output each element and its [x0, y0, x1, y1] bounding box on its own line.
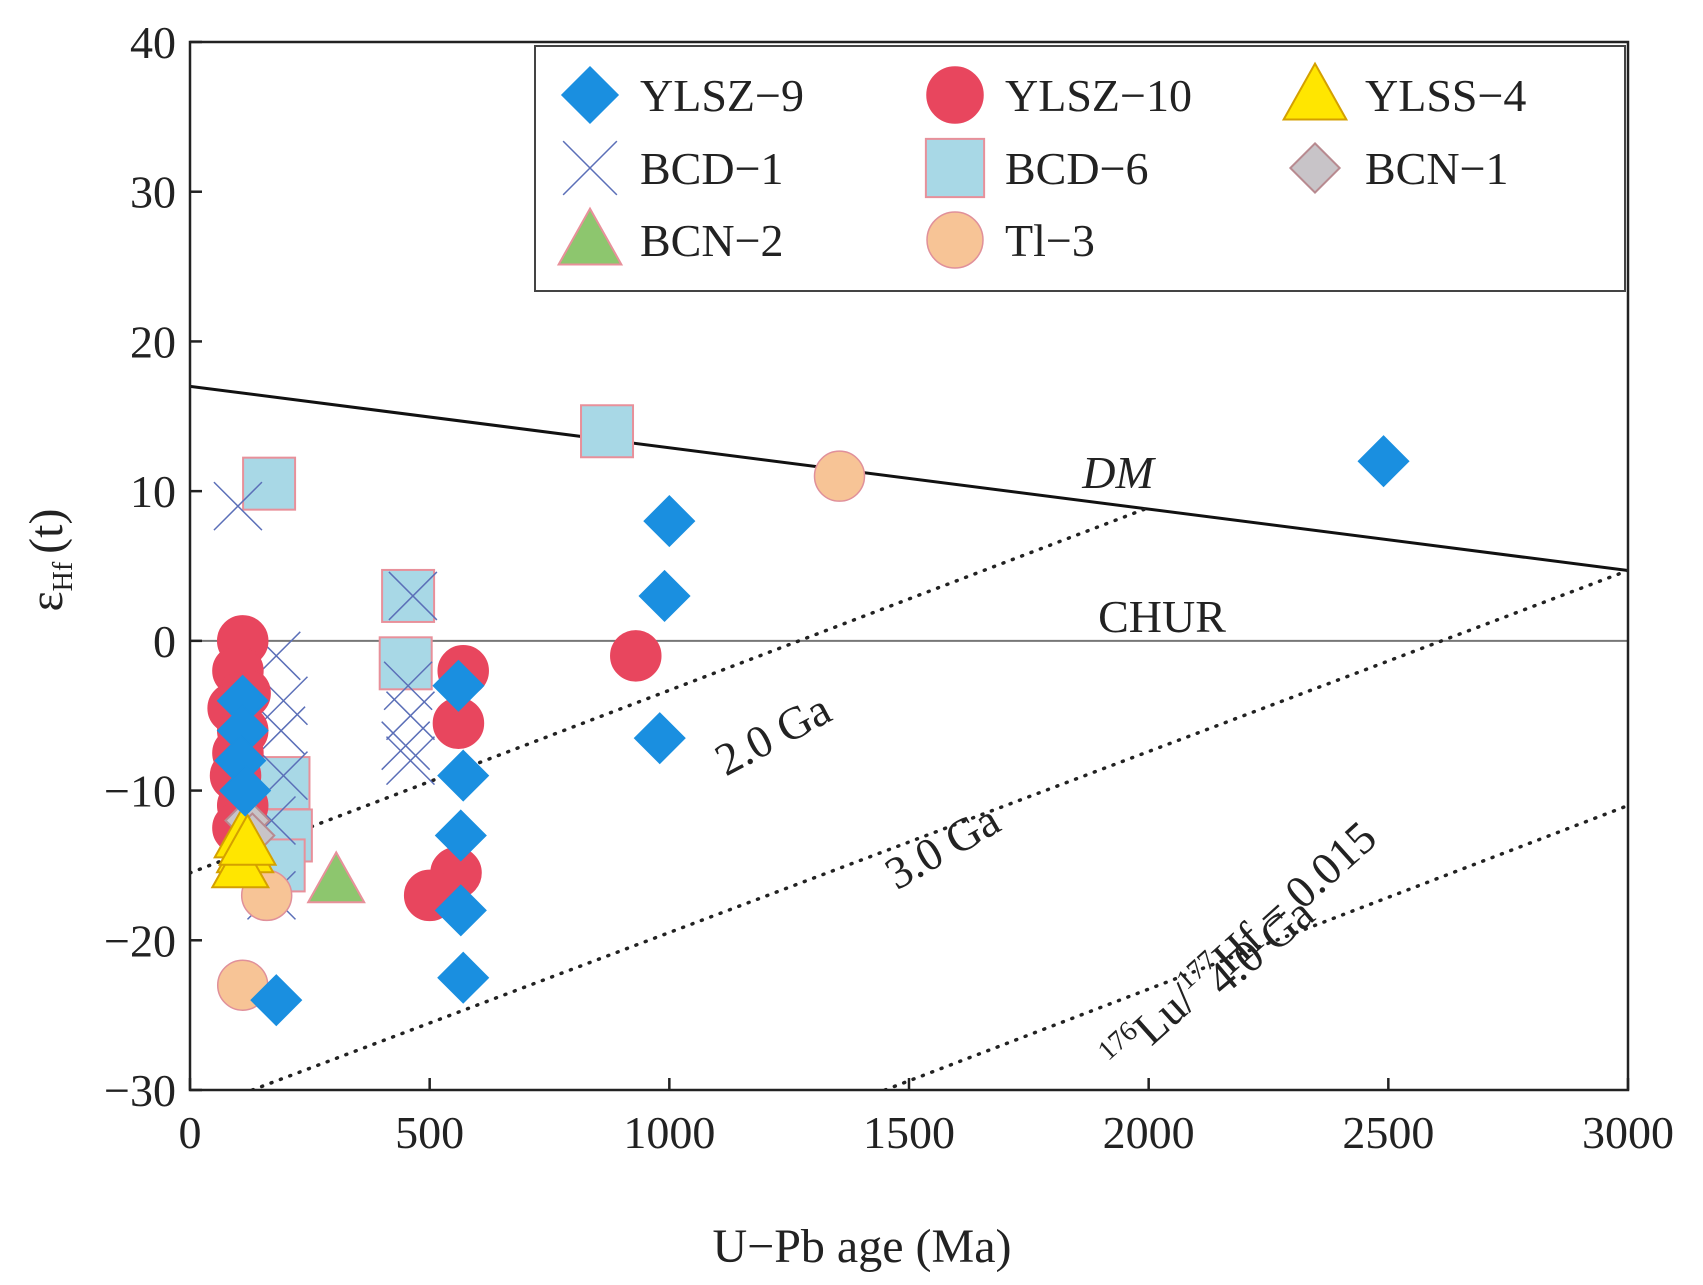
point-bcd-6-2	[381, 568, 436, 623]
y-axis-title: εHf (t)	[20, 508, 79, 611]
lu-hf-text-2: Hf = 0.015	[1202, 811, 1385, 983]
reference-line-2-0-ga	[190, 505, 1151, 875]
y-tick-label--10: −10	[104, 766, 176, 817]
legend-label-bcd-1: BCD−1	[640, 143, 784, 194]
legend-marker-bcn-1	[1288, 141, 1342, 195]
legend-item-bcn-1: BCN−1	[1288, 141, 1509, 195]
legend-item-ylsz-9: YLSZ−9	[560, 65, 804, 125]
reference-lines	[190, 384, 1628, 1090]
point-ylsz-9-2	[638, 569, 691, 623]
series-bcd-6	[242, 404, 635, 893]
point-bcd-1-3	[256, 706, 306, 756]
label-3-0-ga: 3.0 Ga	[876, 794, 1008, 899]
svg-text:176Lu/177Hf = 0.015: 176Lu/177Hf = 0.015	[1092, 810, 1386, 1082]
point-ylsz-9-7	[434, 884, 487, 937]
legend-marker-tl-3	[926, 211, 984, 269]
legend-item-bcd-1: BCD−1	[562, 140, 784, 196]
point-bcd-1-10	[381, 721, 431, 771]
ticks: 0 500 1000 1500 2000 2500 3000 −30 −20 −10 0 10 20 30…	[104, 17, 1674, 1158]
point-ylsz-9-6	[434, 809, 487, 862]
series-bcn-2	[306, 850, 366, 904]
legend-item-bcn-2: BCN−2	[556, 206, 784, 266]
point-bcn-2-0	[306, 850, 366, 904]
legend-marker-bcd-6	[924, 137, 986, 199]
label-chur: CHUR	[1098, 591, 1226, 642]
legend-label-bcn-2: BCN−2	[640, 215, 784, 266]
y-tick-label-40: 40	[130, 17, 176, 68]
legend-item-tl-3: Tl−3	[926, 211, 1095, 269]
x-axis-title: U−Pb age (Ma)	[713, 1220, 1012, 1273]
data-points	[207, 404, 1410, 1027]
y-tick-label-10: 10	[130, 466, 176, 517]
legend-label-ylsz-10: YLSZ−10	[1005, 70, 1192, 121]
point-ylsz-9-8	[437, 951, 490, 1004]
point-ylsz-9-1	[643, 495, 696, 548]
y-axis-title-tail: (t)	[20, 508, 73, 553]
reference-line-4-0-ga	[883, 803, 1628, 1090]
y-axis-title-symbol: ε	[20, 591, 73, 611]
point-bcd-1-11	[385, 736, 436, 786]
y-tick-label-20: 20	[130, 316, 176, 367]
series-ylss-4	[210, 805, 278, 889]
point-ylsz-9-0	[1357, 435, 1410, 488]
point-ylsz-10-0	[610, 630, 662, 682]
point-bcd-6-1	[242, 456, 297, 511]
x-tick-label-500: 500	[395, 1107, 464, 1158]
series-ylsz-9	[214, 435, 1410, 1027]
x-tick-label-1000: 1000	[623, 1107, 715, 1158]
x-tick-label-0: 0	[179, 1107, 202, 1158]
legend-marker-ylss-4	[1281, 61, 1349, 121]
point-ylss-4-3	[217, 812, 278, 866]
point-bcd-6-0	[580, 404, 635, 459]
point-ylsz-9-5	[437, 749, 490, 802]
point-ylsz-9-4	[432, 659, 485, 712]
legend-marker-bcd-1	[562, 140, 618, 196]
legend-item-ylss-4: YLSS−4	[1281, 61, 1526, 121]
y-tick-label-0: 0	[153, 616, 176, 667]
y-tick-label--30: −30	[104, 1065, 176, 1116]
point-bcd-6-3	[378, 636, 433, 691]
point-ylsz-9-9	[250, 974, 303, 1027]
point-bcd-1-7	[388, 571, 438, 621]
x-tick-label-2500: 2500	[1342, 1107, 1434, 1158]
label-2-0-ga: 2.0 Ga	[707, 683, 839, 786]
svg-text:εHf(t): εHf (t)	[20, 508, 79, 611]
point-bcd-1-9	[385, 691, 436, 741]
legend-box	[534, 45, 1626, 292]
label-dm: DM	[1081, 447, 1156, 498]
point-bcd-1-0	[213, 481, 263, 531]
point-ylsz-9-13	[219, 764, 272, 817]
legend-label-bcn-1: BCN−1	[1365, 143, 1509, 194]
y-tick-label-30: 30	[130, 167, 176, 218]
legend-item-ylsz-10: YLSZ−10	[926, 66, 1192, 124]
legend-label-bcd-6: BCD−6	[1005, 143, 1149, 194]
reference-line-dm	[190, 384, 1628, 572]
legend-marker-bcn-2	[556, 206, 624, 266]
y-tick-label--20: −20	[104, 915, 176, 966]
point-tl-3-0	[813, 450, 866, 502]
legend: YLSZ−9 YLSZ−10 YLSS−4 BCD−1 BCD−6 BCN−1 BCN−2 T…	[534, 45, 1626, 292]
x-tick-label-3000: 3000	[1582, 1107, 1674, 1158]
lu-hf-annotation: 176Lu/177Hf = 0.015	[1092, 810, 1386, 1082]
legend-item-bcd-6: BCD−6	[924, 137, 1149, 199]
legend-label-ylsz-9: YLSZ−9	[640, 70, 804, 121]
x-tick-label-1500: 1500	[863, 1107, 955, 1158]
legend-label-ylss-4: YLSS−4	[1365, 70, 1526, 121]
y-axis-title-subscript: Hf	[48, 561, 79, 591]
point-ylsz-9-3	[633, 712, 686, 765]
legend-marker-ylsz-10	[926, 66, 984, 124]
x-tick-label-2000: 2000	[1103, 1107, 1195, 1158]
legend-marker-ylsz-9	[560, 65, 620, 125]
legend-label-tl-3: Tl−3	[1005, 215, 1095, 266]
